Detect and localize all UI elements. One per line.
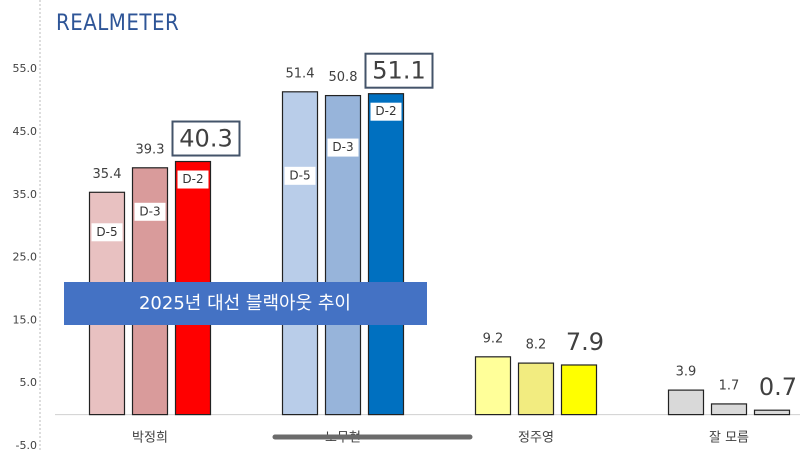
y-tick-label: 25.0 [13,251,38,264]
value-label: 39.3 [136,142,165,157]
series-tag: D-5 [289,168,310,182]
series-tag: D-2 [182,172,203,186]
value-label: 1.7 [719,378,740,393]
value-label: 40.3 [179,125,232,153]
series-tag: D-3 [139,204,160,218]
bar [753,409,791,416]
bar [367,93,405,416]
y-tick-label: 15.0 [13,313,38,326]
value-label: 9.2 [483,331,504,346]
value-label: 3.9 [676,365,697,380]
bar [474,356,512,416]
bar [710,403,748,416]
label-box [364,52,434,89]
annotation: 2025년 대선 블랙아웃 추이 [139,293,351,314]
bar [667,389,705,416]
y-tick-label: 55.0 [13,62,38,75]
y-tick-label: 35.0 [13,188,38,201]
tag-bg [177,170,209,189]
label-box [171,120,241,157]
series-tag: D-2 [375,104,396,118]
logo: REALMETER [56,11,179,36]
tag-bg [134,202,166,221]
tag-bg [284,166,316,185]
y-tick-label: -5.0 [16,439,37,452]
series-tag: D-3 [332,140,353,154]
value-label: 50.8 [329,70,358,85]
x-tick-label: 정주영 [518,431,554,446]
tag-bg [91,223,123,242]
value-label: 35.4 [93,167,122,182]
value-label: 51.4 [286,66,315,81]
y-tick-label: 5.0 [20,376,38,389]
x-tick-label: 박정희 [132,431,168,446]
value-label: 8.2 [526,338,547,353]
value-label: 0.7 [759,373,797,401]
tag-bg [327,138,359,157]
annotation-box [64,282,427,325]
bar [517,362,555,416]
value-label: 7.9 [566,328,604,356]
bar [281,91,319,416]
value-label: 51.1 [372,57,425,85]
bar [560,364,598,416]
y-tick-label: 45.0 [13,125,38,138]
series-tag: D-5 [96,225,117,239]
tag-bg [370,102,402,121]
x-tick-label: 잘 모름 [709,431,749,446]
